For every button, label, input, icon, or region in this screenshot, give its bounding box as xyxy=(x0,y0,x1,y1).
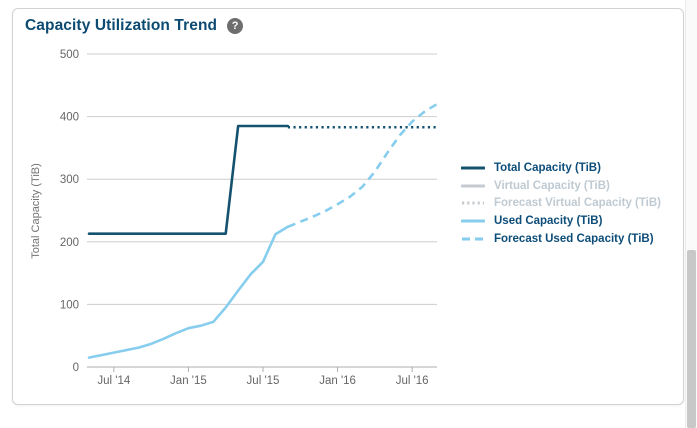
y-tick-label: 100 xyxy=(60,299,79,311)
panel-header: Capacity Utilization Trend ? xyxy=(25,14,244,38)
legend-swatch xyxy=(461,219,485,223)
y-tick-label: 400 xyxy=(60,112,79,124)
help-icon[interactable]: ? xyxy=(227,18,244,34)
x-tick-label: Jan '16 xyxy=(319,375,356,387)
legend-swatch xyxy=(461,166,485,170)
legend-label: Virtual Capacity (TiB) xyxy=(494,179,610,192)
legend-item-forecast-virtual-capacity-tib[interactable]: Forecast Virtual Capacity (TiB) xyxy=(461,194,661,212)
legend-label: Forecast Virtual Capacity (TiB) xyxy=(494,197,662,210)
x-tick-label: Jul '16 xyxy=(396,375,429,387)
scrollbar-thumb[interactable] xyxy=(687,250,696,428)
x-tick-label: Jul '14 xyxy=(97,375,130,387)
legend-item-virtual-capacity-tib[interactable]: Virtual Capacity (TiB) xyxy=(461,177,661,195)
series-total-capacity-tib xyxy=(87,124,290,235)
legend-label: Used Capacity (TiB) xyxy=(494,214,603,227)
series-used-capacity-tib xyxy=(87,225,290,359)
legend-swatch xyxy=(461,184,485,188)
capacity-trend-panel: Capacity Utilization Trend ? 0 100 200 300 4… xyxy=(12,8,684,405)
legend-item-forecast-used-capacity-tib[interactable]: Forecast Used Capacity (TiB) xyxy=(461,230,661,248)
legend-label: Total Capacity (TiB) xyxy=(494,161,601,174)
x-tick-label: Jul '15 xyxy=(247,375,280,387)
y-tick-label: 300 xyxy=(60,174,79,186)
legend-item-total-capacity-tib[interactable]: Total Capacity (TiB) xyxy=(461,159,661,177)
legend-swatch xyxy=(462,237,484,241)
series-forecast-used-capacity-tib xyxy=(287,102,438,228)
y-axis-title: Total Capacity (TiB) xyxy=(30,163,42,259)
x-tick-label: Jan '15 xyxy=(170,375,207,387)
y-tick-label: 0 xyxy=(73,362,79,374)
y-tick-label: 200 xyxy=(60,237,79,249)
legend-item-used-capacity-tib[interactable]: Used Capacity (TiB) xyxy=(461,212,661,230)
y-tick-label: 500 xyxy=(60,49,79,61)
scrollbar-track[interactable] xyxy=(685,0,697,428)
capacity-utilization-chart: 0 100 200 300 400 500 Jul '14 Jan '15 Jul '15 Jan… xyxy=(30,49,438,387)
page-title: Capacity Utilization Trend xyxy=(25,17,218,34)
legend-label: Forecast Used Capacity (TiB) xyxy=(494,232,654,245)
chart-legend: Total Capacity (TiB) Virtual Capacity (Ti… xyxy=(461,159,661,247)
legend-swatch xyxy=(462,201,484,205)
